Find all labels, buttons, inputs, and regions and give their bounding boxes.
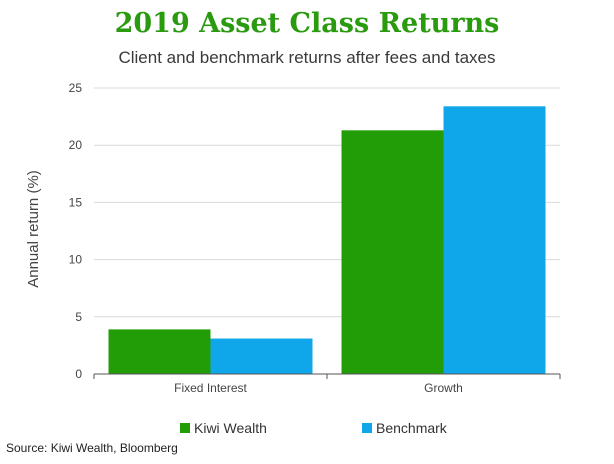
legend-label: Kiwi Wealth [194, 420, 267, 436]
bar-kiwi-wealth-fixed-interest [108, 329, 211, 374]
x-tick-label: Growth [424, 381, 463, 395]
source-note: Source: Kiwi Wealth, Bloomberg [6, 441, 178, 455]
chart-title: 2019 Asset Class Returns [114, 8, 500, 39]
axes: 0 5 10 15 20 25 Fixed Interest Growth [69, 81, 561, 395]
chart-subtitle: Client and benchmark returns after fees … [118, 48, 496, 67]
legend-swatch [180, 423, 190, 433]
bar-benchmark-growth [443, 106, 546, 374]
bar-kiwi-wealth-growth [341, 130, 444, 374]
legend-label: Benchmark [376, 420, 448, 436]
legend-swatch [362, 423, 372, 433]
y-tick-label: 0 [75, 367, 82, 381]
y-axis-label: Annual return (%) [25, 170, 42, 288]
y-tick-label: 15 [69, 195, 83, 209]
y-tick-label: 25 [69, 81, 83, 95]
bar-benchmark-fixed-interest [210, 338, 313, 374]
x-tick-label: Fixed Interest [174, 381, 247, 395]
y-tick-label: 20 [69, 138, 83, 152]
bars [108, 106, 546, 374]
legend: Kiwi Wealth Benchmark [180, 420, 448, 436]
y-tick-label: 10 [69, 253, 83, 267]
y-tick-label: 5 [75, 310, 82, 324]
